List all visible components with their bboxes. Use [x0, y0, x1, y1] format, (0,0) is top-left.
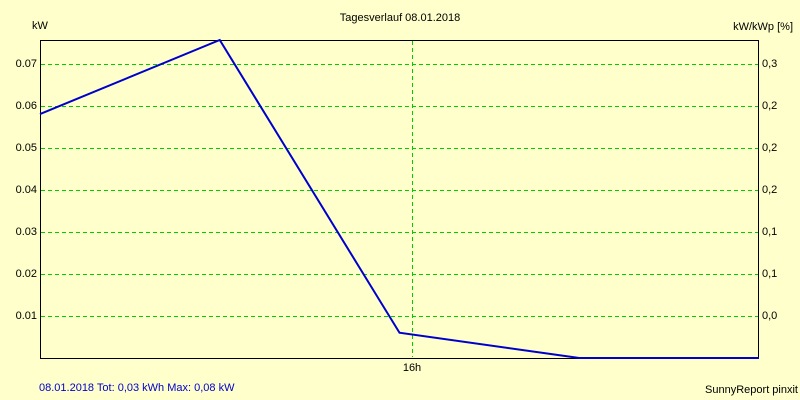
plot-border [40, 40, 759, 359]
right-axis-tick-label: 0,0 [762, 310, 778, 322]
footer-summary: 08.01.2018 Tot: 0,03 kWh Max: 0,08 kW [39, 382, 235, 394]
footer-branding: SunnyReport pinxit [705, 384, 798, 396]
right-axis-tick-label: 0,1 [762, 268, 778, 280]
left-axis-tick-label: 0.07 [15, 58, 37, 70]
left-axis-tick-label: 0.02 [15, 268, 37, 280]
right-axis-unit-label: kW/kWp [%] [733, 21, 793, 33]
x-axis-tick-label: 16h [402, 362, 422, 374]
chart-title: Tagesverlauf 08.01.2018 [339, 12, 461, 24]
left-axis-unit-label: kW [32, 20, 48, 32]
left-axis-tick-label: 0.05 [15, 142, 37, 154]
right-axis-tick-label: 0,1 [762, 226, 778, 238]
left-axis-tick-label: 0.01 [15, 310, 37, 322]
left-axis-tick-label: 0.04 [15, 184, 37, 196]
right-axis-tick-label: 0,3 [762, 58, 778, 70]
right-axis-tick-label: 0,2 [762, 142, 778, 154]
right-axis-tick-label: 0,2 [762, 100, 778, 112]
left-axis-tick-label: 0.03 [15, 226, 37, 238]
right-axis-tick-label: 0,2 [762, 184, 778, 196]
power-line [39, 38, 759, 359]
left-axis-tick-label: 0.06 [15, 100, 37, 112]
